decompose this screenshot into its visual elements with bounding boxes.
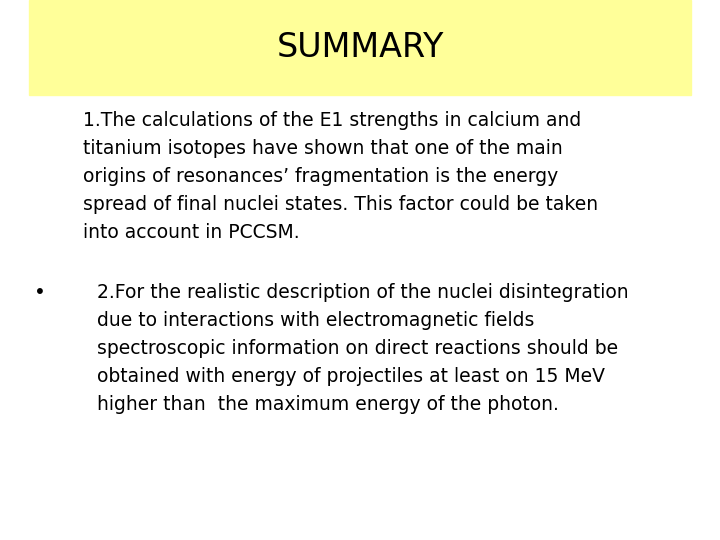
Text: 2.For the realistic description of the nuclei disintegration
due to interactions: 2.For the realistic description of the n… <box>97 284 629 415</box>
Text: •: • <box>34 284 45 302</box>
FancyBboxPatch shape <box>29 0 691 94</box>
Text: SUMMARY: SUMMARY <box>276 31 444 64</box>
Text: 1.The calculations of the E1 strengths in calcium and
titanium isotopes have sho: 1.The calculations of the E1 strengths i… <box>83 111 598 242</box>
